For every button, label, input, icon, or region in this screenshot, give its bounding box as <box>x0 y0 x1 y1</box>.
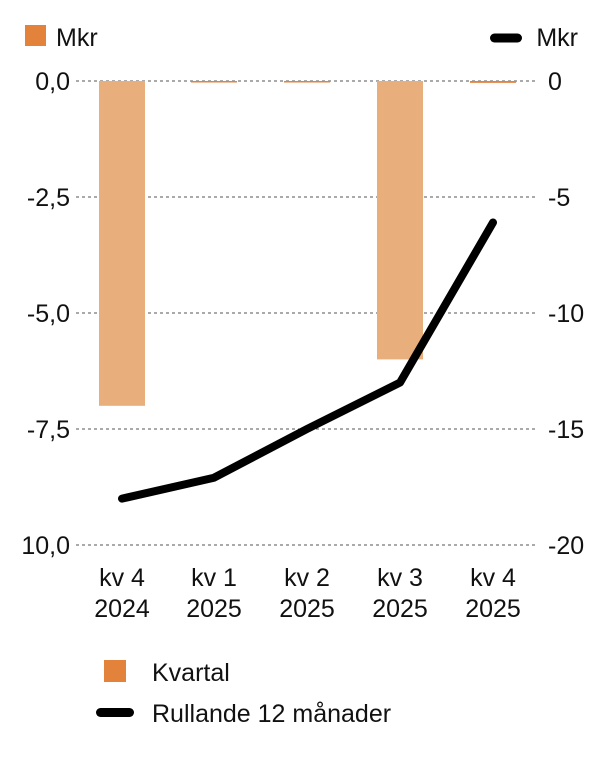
right-tick-label: -10 <box>548 300 584 328</box>
bar-kvartal <box>191 81 237 83</box>
category-label-line2: 2025 <box>279 595 335 623</box>
left-unit-swatch <box>25 25 46 46</box>
legend-line-rullande <box>96 708 134 717</box>
bars <box>99 81 516 406</box>
bar-kvartal <box>377 81 423 360</box>
category-label-line2: 2025 <box>186 595 242 623</box>
right-tick-label: -5 <box>548 184 570 212</box>
legend-swatch-kvartal <box>104 660 126 682</box>
left-tick-label: -7,5 <box>27 416 70 444</box>
right-axis: 0 -5 -10 -15 -20 <box>548 68 584 560</box>
right-unit-line <box>490 33 522 43</box>
category-label-line1: kv 4 <box>99 564 145 592</box>
right-tick-label: 0 <box>548 68 562 96</box>
bar-kvartal <box>284 81 330 83</box>
gridlines <box>76 80 538 546</box>
x-axis: kv 4 2024 kv 1 2025 kv 2 2025 kv 3 2025 … <box>94 564 521 623</box>
category-label-line1: kv 4 <box>470 564 516 592</box>
legend-label-kvartal: Kvartal <box>152 659 230 687</box>
right-tick-label: -15 <box>548 416 584 444</box>
legend-label-rullande: Rullande 12 månader <box>152 700 391 728</box>
legend: Kvartal Rullande 12 månader <box>96 659 391 728</box>
left-tick-label: -2,5 <box>27 184 70 212</box>
category-label-line2: 2025 <box>372 595 428 623</box>
right-tick-label: -20 <box>548 532 584 560</box>
line-series <box>118 218 497 503</box>
line-rullande-12-manader <box>118 218 497 503</box>
left-tick-label: -5,0 <box>27 300 70 328</box>
category-label-line1: kv 3 <box>377 564 423 592</box>
category-label-line1: kv 2 <box>284 564 330 592</box>
right-axis-unit: Mkr <box>536 24 578 52</box>
left-tick-label: 10,0 <box>21 532 70 560</box>
left-axis-unit: Mkr <box>56 24 98 52</box>
bar-kvartal <box>470 81 516 83</box>
left-tick-label: 0,0 <box>35 68 70 96</box>
category-label-line2: 2025 <box>465 595 521 623</box>
category-label-line1: kv 1 <box>191 564 237 592</box>
left-axis: 0,0 -2,5 -5,0 -7,5 10,0 <box>21 68 70 560</box>
bar-kvartal <box>99 81 145 406</box>
category-label-line2: 2024 <box>94 595 150 623</box>
